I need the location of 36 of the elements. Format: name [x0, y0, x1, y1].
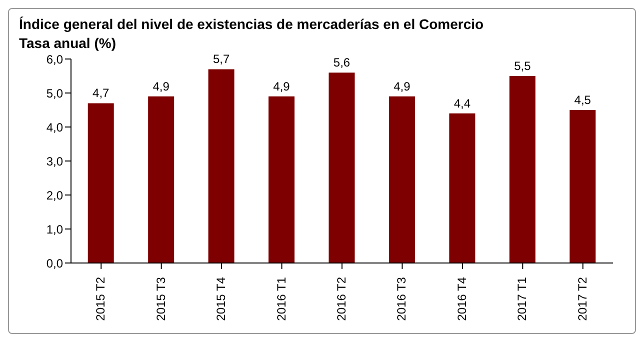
- chart-subtitle: Tasa anual (%): [19, 34, 117, 53]
- x-tick-label: 2016 T1: [274, 276, 288, 321]
- y-tick-label: 1,0: [46, 222, 64, 236]
- y-tick-label: 0,0: [46, 256, 64, 270]
- x-tick-label: 2015 T2: [94, 276, 108, 321]
- bar: [388, 96, 415, 263]
- bar: [148, 96, 174, 263]
- bar: [328, 72, 355, 263]
- data-label: 4,9: [394, 79, 411, 94]
- y-tick-label: 3,0: [46, 154, 64, 168]
- x-tick-label: 2017 T1: [515, 276, 530, 321]
- x-tick-label: 2015 T3: [154, 276, 168, 321]
- x-tick-label: 2016 T3: [394, 276, 409, 321]
- x-tick-label: 2016 T4: [454, 276, 469, 321]
- data-label: 4,7: [92, 86, 110, 100]
- data-label: 4,9: [273, 79, 290, 94]
- data-label: 4,4: [454, 96, 471, 110]
- data-label: 4,9: [152, 79, 170, 94]
- y-tick-label: 4,0: [46, 120, 64, 134]
- y-tick-label: 6,0: [46, 52, 64, 66]
- data-label: 5,5: [514, 59, 532, 73]
- data-label: 4,5: [574, 93, 592, 107]
- chart-title: Índice general del nivel de existencias de mercaderías en el Comercio: [19, 15, 484, 34]
- y-tick-label: 2,0: [46, 188, 64, 202]
- bar: [268, 96, 295, 263]
- bar: [570, 110, 596, 263]
- data-label: 5,6: [333, 56, 350, 70]
- x-tick-label: 2016 T2: [334, 276, 349, 321]
- x-tick-label: 2017 T2: [575, 276, 590, 321]
- data-label: 5,7: [212, 52, 230, 66]
- bar: [88, 103, 114, 263]
- bar: [509, 76, 536, 263]
- bar: [208, 69, 234, 263]
- bar: [449, 113, 476, 263]
- x-tick-label: 2015 T4: [214, 276, 228, 321]
- y-tick-label: 5,0: [46, 86, 64, 100]
